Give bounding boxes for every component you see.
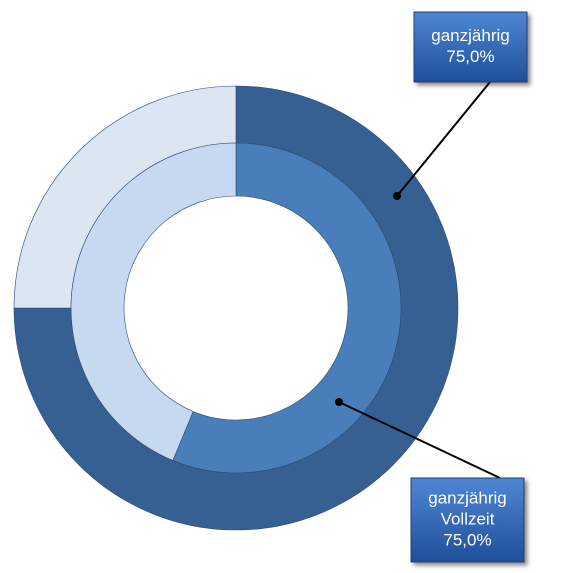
callout-box	[410, 477, 525, 563]
donut-segment	[172, 142, 402, 474]
callout-label: ganzjährig	[428, 488, 506, 507]
callout-label: Vollzeit	[441, 509, 495, 528]
leader-line	[338, 401, 501, 479]
donut-segment	[70, 142, 237, 461]
callout-label: 75,0%	[446, 47, 494, 66]
leader-dot	[393, 192, 401, 200]
callout-label: ganzjährig	[431, 26, 509, 45]
callout-box	[413, 11, 528, 83]
leader-dot	[335, 398, 343, 406]
callout-label: 75,0%	[443, 530, 491, 549]
leader-line	[396, 81, 491, 197]
